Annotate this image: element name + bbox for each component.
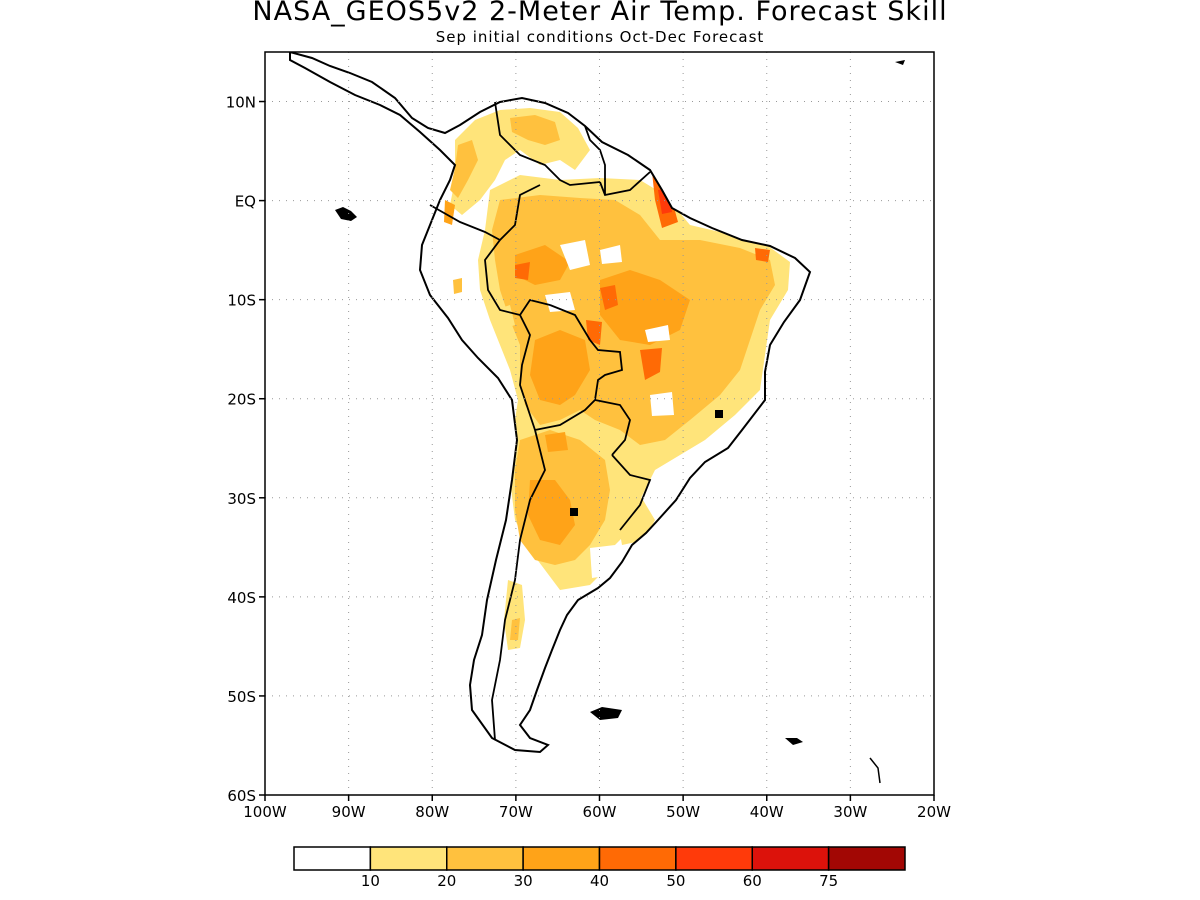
skill-gap: [590, 545, 615, 578]
colorbar-swatch: [827, 846, 906, 871]
skill-region: [495, 305, 515, 330]
skill-region: [515, 245, 570, 285]
island: [869, 757, 881, 784]
skill-gap: [645, 325, 670, 342]
colorbar-label: 40: [590, 872, 609, 890]
skill-gap: [545, 292, 575, 312]
lat-tick-label: 60S: [227, 787, 256, 805]
lat-tick-label: 30S: [227, 490, 256, 508]
skill-region: [453, 278, 462, 294]
skill-region: [504, 580, 525, 650]
lat-tick-label: 40S: [227, 589, 256, 607]
island: [335, 207, 357, 221]
colorbar-swatch: [522, 846, 601, 871]
island: [785, 738, 803, 745]
south-america-coastline: [289, 52, 812, 754]
skill-gap: [650, 392, 674, 416]
skill-region: [755, 248, 770, 262]
map-subtitle: Sep initial conditions Oct-Dec Forecast: [435, 28, 765, 46]
skill-region: [510, 115, 560, 145]
lat-tick-label: 50S: [227, 688, 256, 706]
colorbar-swatch: [293, 846, 372, 871]
colorbar-label: 75: [819, 872, 838, 890]
lat-tick-label: 10S: [227, 292, 256, 310]
colorbar-swatch: [369, 846, 448, 871]
skill-region: [530, 330, 590, 405]
lon-tick-label: 80W: [415, 803, 449, 821]
lon-tick-label: 100W: [243, 803, 287, 821]
colorbar-label: 60: [743, 872, 762, 890]
skill-region: [600, 285, 618, 310]
lon-tick-label: 90W: [332, 803, 366, 821]
island: [895, 60, 905, 65]
island: [590, 707, 622, 720]
island: [715, 410, 723, 418]
colorbar-swatch: [598, 846, 677, 871]
colorbar-swatch: [446, 846, 524, 871]
skill-region: [444, 200, 455, 225]
lon-tick-label: 50W: [666, 803, 700, 821]
skill-region: [515, 262, 530, 280]
colorbar-swatch: [751, 846, 830, 871]
skill-gap: [560, 240, 590, 270]
lon-tick-label: 40W: [750, 803, 784, 821]
skill-gap: [600, 245, 622, 264]
colorbar: 10 20 30 40 50 60 75: [293, 846, 906, 890]
skill-region: [615, 495, 655, 545]
skill-region: [510, 618, 520, 640]
skill-region: [450, 140, 478, 198]
colorbar-swatch: [675, 846, 753, 871]
longitude-axis: 100W 90W 80W 70W 60W 50W 40W 30W 20W: [243, 795, 951, 821]
colorbar-label: 20: [437, 872, 456, 890]
skill-region: [545, 432, 568, 452]
colorbar-label: 50: [666, 872, 685, 890]
colorbar-label: 10: [361, 872, 380, 890]
grid-lines: [265, 52, 934, 795]
map-title: NASA_GEOS5v2 2-Meter Air Temp. Forecast …: [252, 0, 948, 27]
lon-tick-label: 70W: [499, 803, 533, 821]
coastline: [289, 52, 905, 784]
lat-tick-label: 20S: [227, 391, 256, 409]
skill-region: [640, 348, 662, 380]
lon-tick-label: 60W: [583, 803, 617, 821]
lat-tick-label: EQ: [235, 193, 256, 211]
lon-tick-label: 20W: [917, 803, 951, 821]
lon-tick-label: 30W: [833, 803, 867, 821]
latitude-axis: 10N EQ 10S 20S 30S 40S 50S 60S: [226, 94, 265, 805]
lat-tick-label: 10N: [226, 94, 256, 112]
skill-region: [528, 480, 575, 545]
island: [570, 508, 578, 516]
colorbar-label: 30: [514, 872, 533, 890]
skill-shading-layer: [444, 108, 790, 650]
